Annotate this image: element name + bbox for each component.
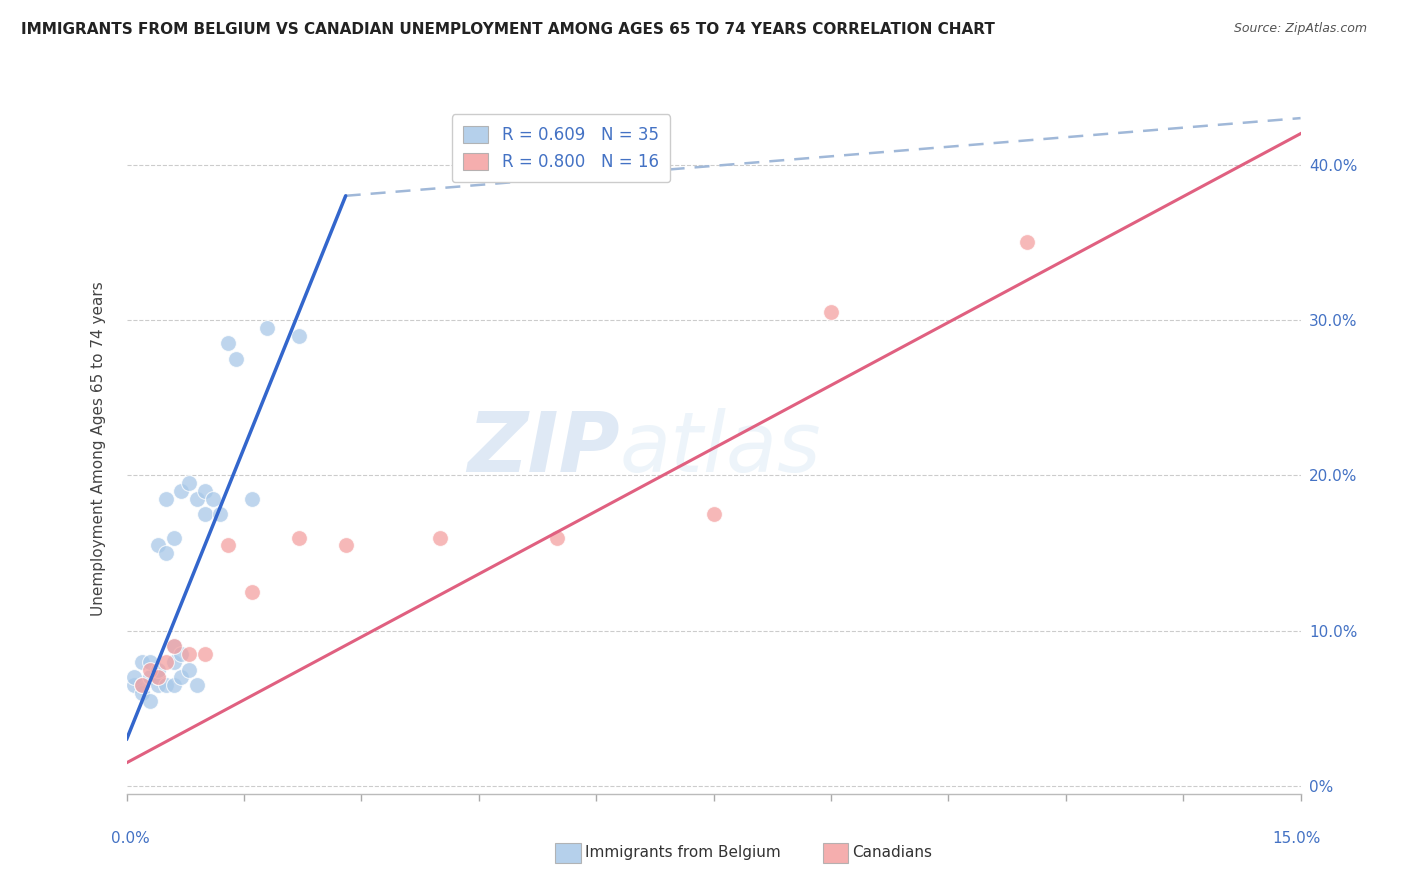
Point (201, 491, 224, 506)
Point (240, 491, 263, 506)
Point (194, 483, 217, 498)
Point (256, 321, 278, 335)
Point (124, 678, 146, 692)
Text: 15.0%: 15.0% (1272, 831, 1320, 847)
Point (139, 694, 162, 708)
Point (170, 647, 193, 661)
Point (131, 678, 153, 692)
Point (162, 640, 184, 654)
Y-axis label: Unemployment Among Ages 65 to 74 years: Unemployment Among Ages 65 to 74 years (91, 281, 105, 615)
Text: IMMIGRANTS FROM BELGIUM VS CANADIAN UNEMPLOYMENT AMONG AGES 65 TO 74 YEARS CORRE: IMMIGRANTS FROM BELGIUM VS CANADIAN UNEM… (21, 22, 995, 37)
Point (335, 538, 357, 552)
Point (1015, 235, 1038, 250)
Point (179, 647, 201, 661)
Point (139, 655, 162, 669)
Point (179, 476, 201, 491)
Point (155, 678, 177, 692)
Point (139, 670, 162, 684)
Point (146, 670, 169, 684)
Point (146, 678, 169, 692)
Point (146, 538, 169, 552)
Point (194, 508, 217, 522)
Text: ZIP: ZIP (467, 408, 620, 489)
Point (162, 531, 184, 545)
Point (170, 483, 193, 498)
Point (194, 647, 217, 661)
Point (186, 678, 208, 692)
Point (287, 328, 309, 343)
Text: Immigrants from Belgium: Immigrants from Belgium (585, 846, 780, 860)
Point (146, 663, 169, 677)
Point (162, 678, 184, 692)
Point (131, 686, 153, 700)
Point (124, 670, 146, 684)
Point (146, 670, 169, 684)
Point (155, 546, 177, 560)
Legend: R = 0.609   N = 35, R = 0.800   N = 16: R = 0.609 N = 35, R = 0.800 N = 16 (451, 114, 671, 182)
Point (162, 640, 184, 654)
Point (702, 508, 725, 522)
Point (287, 531, 309, 545)
Text: atlas: atlas (620, 408, 821, 489)
Point (225, 351, 247, 366)
Text: Canadians: Canadians (852, 846, 932, 860)
Point (209, 508, 232, 522)
Point (170, 670, 193, 684)
Point (131, 678, 153, 692)
Point (179, 663, 201, 677)
Point (155, 655, 177, 669)
Point (820, 305, 842, 319)
Point (155, 491, 177, 506)
Point (162, 655, 184, 669)
Point (186, 491, 208, 506)
Point (429, 531, 451, 545)
Text: Source: ZipAtlas.com: Source: ZipAtlas.com (1233, 22, 1367, 36)
Point (240, 585, 263, 599)
Point (139, 663, 162, 677)
Point (546, 531, 568, 545)
Text: 0.0%: 0.0% (111, 831, 150, 847)
Point (217, 336, 239, 351)
Point (131, 655, 153, 669)
Point (217, 538, 239, 552)
